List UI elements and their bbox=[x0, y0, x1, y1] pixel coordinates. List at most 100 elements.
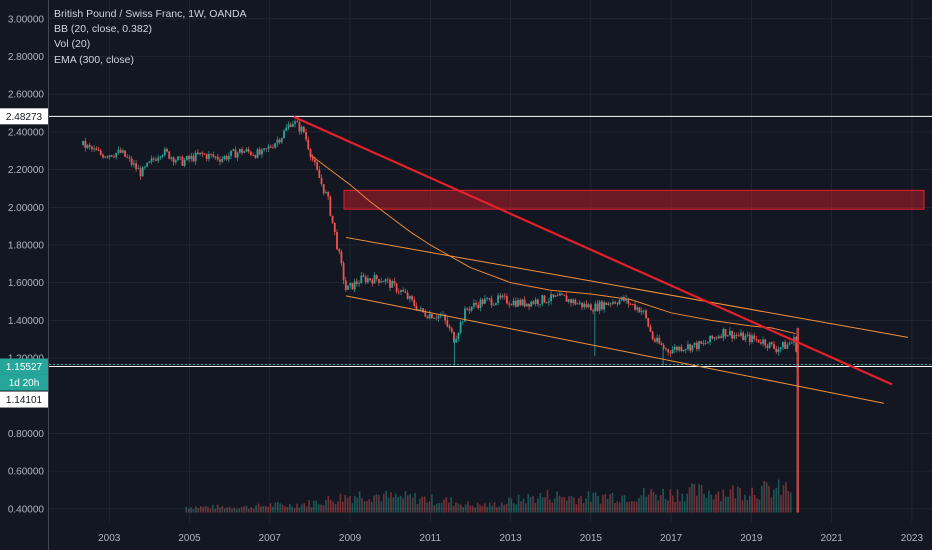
candle-body bbox=[318, 169, 321, 179]
candle-body bbox=[499, 295, 502, 298]
volume-bar bbox=[727, 496, 729, 513]
volume-bar bbox=[354, 495, 356, 513]
candle-body bbox=[355, 281, 358, 284]
candle-body bbox=[194, 152, 197, 162]
volume-bar bbox=[691, 483, 693, 513]
candle-body bbox=[431, 313, 433, 319]
chart-legend: British Pound / Swiss Franc, 1W, OANDA B… bbox=[54, 7, 247, 68]
candle-body bbox=[141, 167, 144, 177]
y-tick-label: 1.40000 bbox=[8, 316, 45, 327]
volume-bar bbox=[746, 500, 749, 513]
candle-body bbox=[715, 337, 718, 339]
volume-bar bbox=[479, 504, 481, 513]
candle-body bbox=[450, 328, 453, 332]
volume-spike-bar bbox=[796, 327, 799, 513]
candle-body bbox=[411, 296, 413, 300]
candle-body bbox=[93, 148, 96, 150]
volume-bar bbox=[512, 503, 515, 513]
indicator-ema[interactable]: EMA (300, close) bbox=[54, 53, 134, 66]
volume-bar bbox=[185, 506, 188, 513]
candle-body bbox=[775, 348, 778, 352]
candle-body bbox=[583, 303, 586, 308]
volume-bar bbox=[585, 498, 587, 513]
candle-body bbox=[470, 306, 473, 311]
candle-body bbox=[254, 155, 257, 158]
volume-bar bbox=[447, 502, 450, 513]
volume-bar bbox=[679, 501, 681, 513]
volume-bar bbox=[269, 503, 272, 513]
indicator-vol[interactable]: Vol (20) bbox=[54, 38, 91, 51]
volume-bar bbox=[339, 493, 342, 513]
candle-body bbox=[132, 163, 135, 165]
candle-body bbox=[285, 127, 288, 131]
volume-bar bbox=[500, 502, 503, 513]
indicator-bb[interactable]: BB (20, close, 0.382) bbox=[54, 23, 153, 36]
candle-body bbox=[777, 349, 780, 352]
candle-body bbox=[587, 304, 590, 308]
volume-bar bbox=[385, 490, 387, 513]
candle-body bbox=[704, 342, 707, 344]
volume-bar bbox=[187, 508, 190, 513]
price-badge-bg bbox=[0, 108, 48, 125]
volume-bar bbox=[659, 495, 662, 513]
volume-bar bbox=[445, 497, 448, 513]
volume-bar bbox=[337, 501, 339, 513]
candle-body bbox=[155, 159, 157, 161]
channel-lower-line bbox=[345, 295, 884, 404]
candle-body bbox=[179, 156, 182, 158]
candle-body bbox=[227, 155, 230, 160]
candle-body bbox=[340, 251, 343, 264]
candle-body bbox=[680, 346, 683, 352]
candle-body bbox=[344, 280, 347, 290]
volume-bar bbox=[674, 502, 676, 513]
volume-bar bbox=[590, 502, 592, 513]
candle-body bbox=[517, 300, 519, 307]
volume-bar bbox=[626, 501, 628, 513]
volume-bar bbox=[366, 501, 368, 513]
candle-body bbox=[287, 124, 290, 128]
volume-bar bbox=[602, 494, 604, 513]
volume-bar bbox=[462, 507, 465, 513]
candle-body bbox=[157, 157, 160, 161]
volume-bar bbox=[777, 479, 780, 513]
volume-bar bbox=[317, 504, 320, 513]
volume-bar bbox=[211, 504, 214, 513]
candle-body bbox=[492, 304, 495, 306]
x-tick-label: 2021 bbox=[821, 533, 844, 544]
volume-bar bbox=[346, 497, 349, 513]
x-tick-label: 2003 bbox=[98, 533, 121, 544]
candle-body bbox=[770, 342, 773, 344]
volume-bar bbox=[785, 482, 787, 513]
candle-body bbox=[121, 150, 124, 153]
candle-body bbox=[645, 310, 647, 319]
volume-bar bbox=[640, 495, 643, 513]
volume-bar bbox=[780, 494, 782, 513]
volume-bar bbox=[440, 502, 443, 513]
candle-body bbox=[144, 166, 146, 168]
volume-bar bbox=[411, 497, 414, 513]
candle-body bbox=[444, 314, 447, 321]
volume-bar bbox=[438, 503, 440, 513]
symbol-title[interactable]: British Pound / Swiss Franc, 1W, OANDA bbox=[54, 8, 247, 20]
candle-body bbox=[746, 334, 749, 336]
candle-body bbox=[631, 304, 634, 305]
candle-body bbox=[729, 330, 731, 336]
grid-layer bbox=[49, 0, 932, 522]
candle-body bbox=[95, 148, 98, 151]
candle-body bbox=[748, 334, 751, 343]
volume-bar bbox=[455, 502, 457, 513]
volume-bar bbox=[329, 499, 332, 513]
candle-body bbox=[84, 140, 87, 149]
candle-body bbox=[519, 300, 522, 306]
price-badge-label: 1d 20h bbox=[9, 378, 40, 389]
candle-body bbox=[684, 349, 687, 350]
candle-body bbox=[627, 298, 630, 304]
volume-bar bbox=[693, 483, 696, 513]
candle-body bbox=[236, 152, 239, 158]
volume-bar bbox=[467, 501, 469, 513]
candle-body bbox=[501, 295, 504, 298]
volume-bar bbox=[717, 491, 720, 513]
volume-bar bbox=[688, 487, 691, 513]
candle-body bbox=[552, 294, 555, 297]
